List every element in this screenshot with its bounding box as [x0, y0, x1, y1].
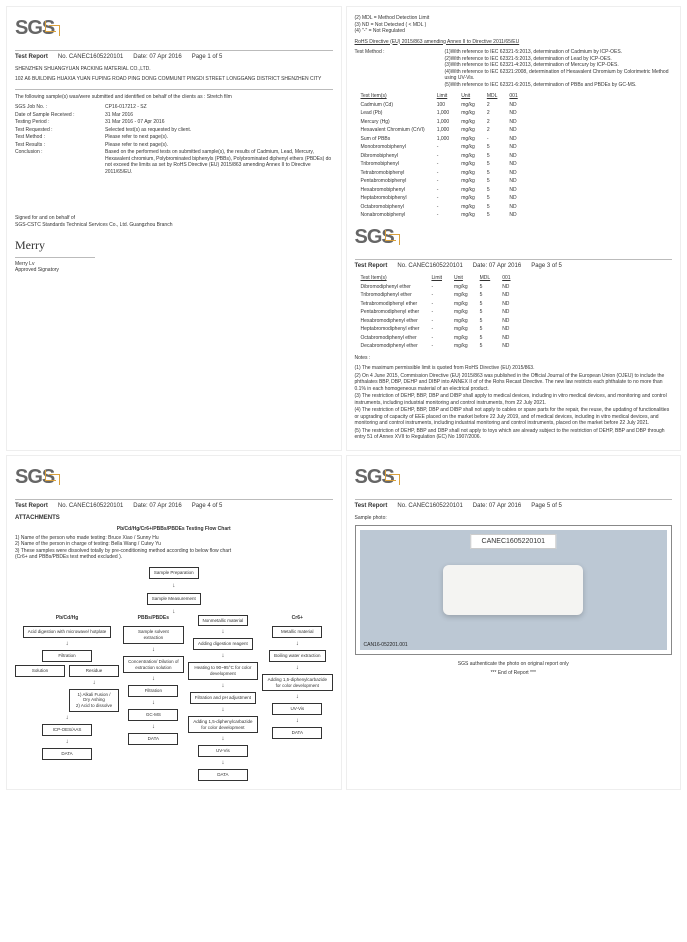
kv-row: Test Requested :Selected test(s) as requ…	[15, 127, 333, 134]
sgs-logo: SGS	[15, 464, 54, 490]
results-table-1: Test Item(s)LimitUnitMDL001Cadmium (Cd)1…	[355, 92, 524, 220]
end-report: *** End of Report ***	[355, 670, 673, 677]
attachments-title: ATTACHMENTS	[15, 515, 333, 523]
photo-id-label: CANEC1605220101	[471, 534, 556, 549]
table-row: Tribromodiphenyl ether-mg/kg5ND	[355, 291, 517, 300]
table-row: Sum of PBBs1,000mg/kg-ND	[355, 135, 524, 144]
fc-solvent-ext: Sample solvent extraction	[123, 626, 184, 644]
fc-acid-digestion: Acid digestion with microwave/ hotplate	[23, 626, 112, 638]
table-row: Cadmium (Cd)100mg/kg2ND	[355, 101, 524, 110]
table-row: Heptabromodiphenyl ether-mg/kg5ND	[355, 325, 517, 334]
page-2-3: (2) MDL = Method Detection Limit(3) ND =…	[346, 6, 682, 451]
report-header: Test Report No. CANEC1605220101 Date: 07…	[355, 263, 673, 271]
fc-data-3: DATA	[198, 769, 248, 781]
fc-filtration: Filtration	[42, 650, 92, 662]
flowchart-title: Pb/Cd/Hg/Cr6+/PBBs/PBDEs Testing Flow Ch…	[15, 526, 333, 533]
notes-label: Notes :	[355, 355, 673, 362]
page-5: SGS Test Report No. CANEC1605220101 Date…	[346, 455, 682, 790]
table-row: Octabromobiphenyl-mg/kg5ND	[355, 203, 524, 212]
fc-conc-dil: Concentration/ Dilution of extraction so…	[123, 656, 184, 674]
fc-carbazide-2: Adding 1,5-diphenylcarbazide for color d…	[262, 674, 332, 692]
fc-add-reagent: Adding digestion reagent	[193, 638, 253, 650]
table-row: Tribromobiphenyl-mg/kg5ND	[355, 160, 524, 169]
table-row: Mercury (Hg)1,000mg/kg2ND	[355, 118, 524, 127]
fc-sample-prep: Sample Preparation	[149, 567, 199, 579]
fc-boiling: Boiling water extraction	[269, 650, 326, 662]
table-row: Monobromobiphenyl-mg/kg5ND	[355, 143, 524, 152]
fc-heating: Heating to 90~95°C for color development	[188, 662, 258, 680]
flowchart: Sample Preparation ↓ Sample Measurement …	[15, 567, 333, 781]
kv-row: Test Method :Please refer to next page(s…	[15, 134, 333, 141]
kv-row: Conclusion :Based on the performed tests…	[15, 149, 333, 175]
fc-sample-meas: Sample Measurement	[147, 593, 201, 605]
auth-text: SGS authenticate the photo on original r…	[355, 661, 673, 668]
fc-data: DATA	[42, 748, 92, 760]
table-row: Lead (Pb)1,000mg/kg2ND	[355, 109, 524, 118]
table-row: Heptabromobiphenyl-mg/kg5ND	[355, 194, 524, 203]
table-row: Tetrabromobiphenyl-mg/kg5ND	[355, 169, 524, 178]
table-row: Hexabromobiphenyl-mg/kg5ND	[355, 186, 524, 195]
fc-residue: Residue	[69, 665, 119, 677]
fc-filtration-2: Filtration	[128, 685, 178, 697]
fc-nonmetallic: Nonmetallic material	[198, 615, 249, 627]
table-row: Hexabromodiphenyl ether-mg/kg5ND	[355, 317, 517, 326]
fc-icp: ICP-OES/AAS	[42, 724, 92, 736]
directive-title: RoHS Directive (EU) 2015/863 amending An…	[355, 39, 673, 46]
table-row: Octabromodiphenyl ether-mg/kg5ND	[355, 334, 517, 343]
page-4: SGS Test Report No. CANEC1605220101 Date…	[6, 455, 342, 790]
table-row: Pentabromodiphenyl ether-mg/kg5ND	[355, 308, 517, 317]
sgs-logo: SGS	[355, 464, 394, 490]
table-row: Tetrabromodiphenyl ether-mg/kg5ND	[355, 300, 517, 309]
company-name: SHENZHEN SHUANGYUAN PACKING MATERIAL CO.…	[15, 66, 333, 73]
signed-lab: SGS-CSTC Standards Technical Services Co…	[15, 222, 333, 229]
table-row: Dibromobiphenyl-mg/kg5ND	[355, 152, 524, 161]
fc-alkali: 1) Alkali Fusion / Dry Ashing 2) Acid to…	[69, 689, 119, 713]
photo-bottom-id: CAN16-052201.001	[364, 642, 408, 649]
report-label: Test Report	[15, 54, 48, 62]
fc-data-4: DATA	[272, 727, 322, 739]
table-row: Dibromodiphenyl ether-mg/kg5ND	[355, 283, 517, 292]
table-row: Decabromodiphenyl ether-mg/kg5ND	[355, 342, 517, 351]
report-header: Test Report No. CANEC1605220101 Date: 07…	[15, 54, 333, 62]
fc-gcms: GC-MS	[128, 709, 178, 721]
kv-row: Date of Sample Received :31 Mar 2016	[15, 112, 333, 119]
table-row: Hexavalent Chromium (CrVI)1,000mg/kg2ND	[355, 126, 524, 135]
sgs-logo: SGS	[15, 15, 54, 41]
sample-roll	[443, 565, 583, 615]
sample-photo-label: Sample photo:	[355, 515, 673, 522]
signature: Merry	[15, 238, 333, 254]
sgs-logo: SGS	[355, 224, 394, 250]
kv-row: Testing Period :31 Mar 2016 - 07 Apr 201…	[15, 119, 333, 126]
fc-uvvis: UV-Vis	[198, 745, 248, 757]
sample-photo-box: CANEC1605220101 CAN16-052201.001	[355, 525, 673, 655]
intro-line: The following sample(s) was/were submitt…	[15, 94, 333, 101]
fc-metallic: Metallic material	[272, 626, 322, 638]
kv-row: SGS Job No. :CP16-017212 - SZ	[15, 104, 333, 111]
fc-filt-ph: Filtration and pH adjustment	[190, 692, 256, 704]
company-address: 102 A6 BUILDING HUAXIA YUAN FUPING ROAD …	[15, 76, 333, 83]
fc-data-2: DATA	[128, 733, 178, 745]
fc-solution: Solution	[15, 665, 65, 677]
results-table-2: Test Item(s)LimitUnitMDL001Dibromodiphen…	[355, 274, 517, 351]
sig-role: Approved Signatory	[15, 267, 333, 274]
fc-uvvis-2: UV-Vis	[272, 703, 322, 715]
page-1: SGS Test Report No. CANEC1605220101 Date…	[6, 6, 342, 451]
kv-row: Test Results :Please refer to next page(…	[15, 142, 333, 149]
table-row: Pentabromobiphenyl-mg/kg5ND	[355, 177, 524, 186]
table-row: Nonabromobiphenyl-mg/kg5ND	[355, 211, 524, 220]
fc-carbazide: Adding 1,5-diphenylcarbazide for color d…	[188, 716, 258, 734]
